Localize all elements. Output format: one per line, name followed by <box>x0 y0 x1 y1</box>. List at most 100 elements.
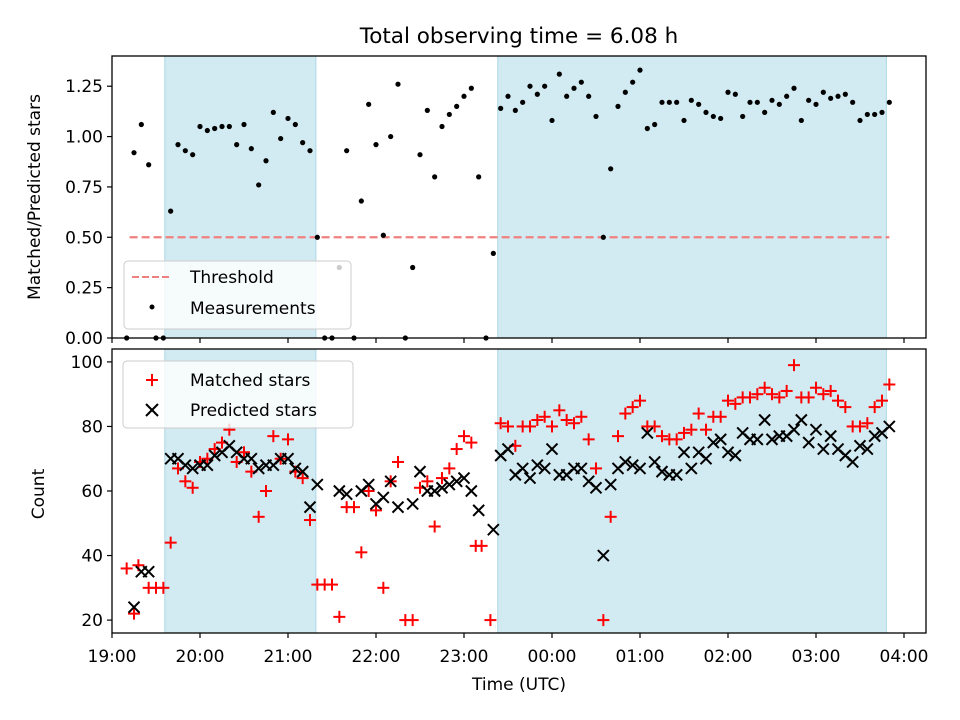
matched-stars-point <box>766 388 778 401</box>
measurement-point <box>740 113 746 120</box>
matched-stars-point <box>179 475 192 488</box>
matched-stars-point <box>164 536 177 549</box>
predicted-stars-point <box>751 433 764 446</box>
matched-stars-point <box>861 417 874 430</box>
predicted-stars-point <box>714 433 727 446</box>
measurement-point <box>168 208 174 214</box>
measurement-point <box>256 182 262 188</box>
x-tick-label: 03:00 <box>792 647 841 667</box>
measurement-point <box>886 99 892 105</box>
matched-stars-point <box>406 614 419 627</box>
measurement-point <box>835 93 841 99</box>
matched-stars-point <box>494 417 507 430</box>
predicted-stars-point <box>707 436 720 449</box>
predicted-stars-point <box>809 423 823 436</box>
matched-stars-point <box>348 501 360 514</box>
matched-stars-point <box>120 562 133 575</box>
matched-stars-point <box>670 433 683 446</box>
measurement-point <box>879 109 885 115</box>
predicted-stars-point <box>538 462 551 475</box>
measurement-point <box>549 117 555 124</box>
measurement-point <box>263 158 269 164</box>
matched-stars-point <box>524 420 536 433</box>
predicted-stars-point <box>765 433 779 446</box>
matched-stars-point <box>553 404 566 417</box>
legend-bottom: Matched stars Predicted stars <box>122 360 354 429</box>
matched-stars-point <box>582 433 595 446</box>
measurement-point <box>652 121 658 128</box>
measurement-point <box>820 89 826 95</box>
matched-stars-point <box>634 394 646 407</box>
y-tick-label: 1.25 <box>65 77 103 97</box>
matched-stars-point <box>575 410 588 423</box>
predicted-stars-point <box>589 481 603 494</box>
measurement-point <box>490 250 496 256</box>
matched-stars-point <box>304 514 316 527</box>
measurement-point <box>725 89 731 95</box>
measurement-point <box>644 125 650 132</box>
matched-stars-point <box>685 423 698 436</box>
measurement-point <box>476 174 482 180</box>
predicted-stars-point <box>303 500 317 514</box>
measurement-point <box>234 142 240 148</box>
y-tick-label: 100 <box>71 353 103 373</box>
matched-stars-point <box>722 394 734 407</box>
measurement-point <box>270 109 276 115</box>
predicted-stars-point <box>186 462 199 475</box>
matched-stars-point <box>333 610 346 623</box>
predicted-stars-point <box>142 565 155 578</box>
predicted-stars-point <box>465 484 478 498</box>
measurement-point <box>380 232 386 238</box>
matched-stars-point <box>868 401 881 414</box>
measurement-point <box>622 89 628 95</box>
matched-stars-point <box>282 433 294 446</box>
matched-stars-point <box>465 436 478 449</box>
y-tick-label: 60 <box>81 482 103 502</box>
matched-stars-point <box>590 462 602 475</box>
measurement-point <box>417 152 423 158</box>
measurement-point <box>828 95 834 101</box>
legend-label: Predicted stars <box>190 401 317 421</box>
measurement-point <box>666 99 672 105</box>
matched-stars-point <box>678 426 690 439</box>
measurement-point <box>703 109 709 115</box>
matched-stars-point <box>758 381 771 394</box>
matched-stars-point <box>568 417 580 430</box>
measurement-point <box>439 123 445 130</box>
matched-stars-point <box>714 410 727 423</box>
matched-stars-point <box>883 378 896 391</box>
measurement-point <box>226 123 232 130</box>
measurement-point <box>681 117 687 124</box>
predicted-stars-point <box>384 475 397 488</box>
measurement-point <box>527 83 533 89</box>
predicted-stars-point <box>655 465 669 478</box>
matched-stars-point <box>428 520 441 533</box>
predicted-stars-point <box>787 423 801 436</box>
matched-stars-point <box>619 407 632 420</box>
measurement-point <box>769 97 775 103</box>
measurement-point <box>630 79 636 85</box>
x-tick-label: 23:00 <box>440 647 489 667</box>
measurement-point <box>454 103 460 109</box>
measurement-point <box>850 99 856 105</box>
measurement-point <box>446 111 452 118</box>
matched-stars-point <box>802 391 815 404</box>
predicted-stars-point <box>633 462 647 475</box>
x-tick-label: 04:00 <box>880 647 929 667</box>
matched-stars-point <box>362 485 375 497</box>
measurement-point <box>358 198 364 204</box>
matched-stars-point <box>612 430 624 443</box>
measurement-point <box>468 85 474 91</box>
measurement-point <box>571 85 577 91</box>
matched-stars-point <box>597 614 610 627</box>
measurement-point <box>373 142 379 148</box>
predicted-stars-point <box>296 465 309 478</box>
predicted-stars-point <box>883 420 896 433</box>
measurement-point <box>813 101 819 107</box>
predicted-stars-point <box>245 452 258 465</box>
matched-stars-point <box>700 423 712 436</box>
measurement-point <box>388 133 394 140</box>
matched-stars-point <box>128 607 140 620</box>
predicted-stars-point <box>677 446 691 459</box>
y-tick-label: 1.00 <box>65 128 103 148</box>
